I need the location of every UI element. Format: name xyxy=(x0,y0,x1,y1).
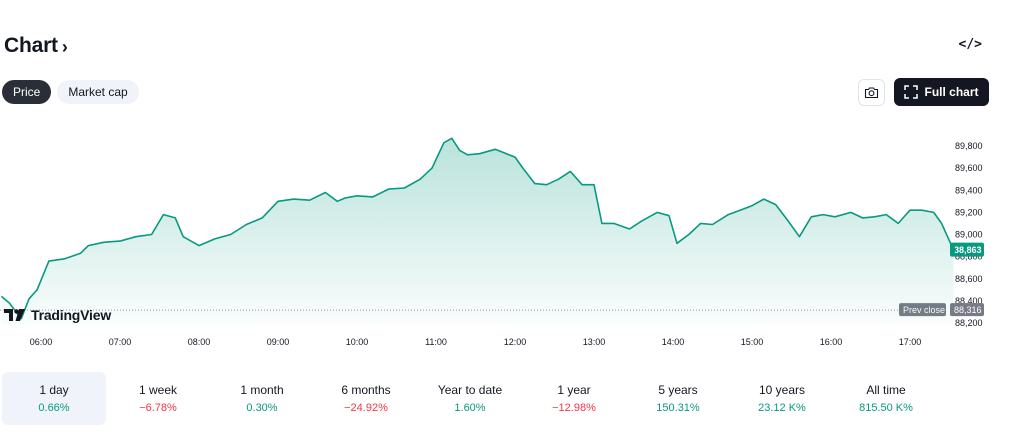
period-change: −24.92% xyxy=(344,402,388,414)
tradingview-logo[interactable]: TradingView xyxy=(4,307,111,323)
period-label: Year to date xyxy=(437,383,503,397)
y-tick-label: 89,000 xyxy=(955,230,983,240)
period-label: 1 day xyxy=(39,383,69,397)
x-tick-label: 11:00 xyxy=(425,337,447,347)
period-label: 6 months xyxy=(341,383,391,397)
period-label: 10 years xyxy=(758,383,806,397)
period-change: 23.12 K% xyxy=(758,402,806,414)
x-tick-label: 15:00 xyxy=(741,337,764,347)
period-label: All time xyxy=(866,383,906,397)
period-change: 150.31% xyxy=(656,402,700,414)
tradingview-logo-icon xyxy=(4,309,25,321)
chart-header[interactable]: Chart › xyxy=(4,34,68,58)
period-change: −6.78% xyxy=(139,402,177,414)
y-tick-label: 88,400 xyxy=(955,296,983,306)
period-label: 1 week xyxy=(138,383,178,397)
price-chart[interactable]: 88,20088,40088,60088,80089,00089,20089,4… xyxy=(0,112,1024,357)
tab-price[interactable]: Price xyxy=(2,80,52,104)
period-change: 0.66% xyxy=(38,402,70,414)
screenshot-button[interactable] xyxy=(858,79,885,106)
last-price-badge xyxy=(950,242,984,257)
prev-close-value-badge xyxy=(950,303,984,317)
period-change: −12.98% xyxy=(552,402,596,414)
x-tick-label: 17:00 xyxy=(899,337,922,347)
y-tick-label: 89,800 xyxy=(955,141,983,151)
camera-icon xyxy=(864,87,879,99)
x-tick-label: 16:00 xyxy=(820,337,843,347)
logo-text: TradingView xyxy=(31,307,112,323)
x-tick-label: 07:00 xyxy=(109,337,132,347)
x-tick-label: 12:00 xyxy=(504,337,527,347)
period-label: 5 years xyxy=(658,383,698,397)
y-tick-label: 89,600 xyxy=(955,163,983,173)
x-tick-label: 13:00 xyxy=(583,337,606,347)
period-label: 1 month xyxy=(240,383,284,397)
price-area-fill xyxy=(1,138,954,325)
y-tick-label: 88,200 xyxy=(955,318,983,328)
x-tick-label: 06:00 xyxy=(30,337,53,347)
plot-area xyxy=(0,137,957,325)
page-title[interactable]: Chart xyxy=(4,34,58,57)
chart-type-tabs: Price Market cap xyxy=(2,80,139,104)
last-price-label: 88,863 xyxy=(954,245,982,255)
period-change: 1.60% xyxy=(454,402,486,414)
period-all-time[interactable]: All time 815.50 K% xyxy=(834,372,938,425)
period-10-years[interactable]: 10 years 23.12 K% xyxy=(730,372,834,425)
price-line xyxy=(0,137,955,320)
period-1-week[interactable]: 1 week −6.78% xyxy=(106,372,210,425)
y-tick-label: 89,400 xyxy=(955,185,983,195)
period-year-to-date[interactable]: Year to date 1.60% xyxy=(418,372,522,425)
full-chart-label: Full chart xyxy=(924,85,979,99)
period-6-months[interactable]: 6 months −24.92% xyxy=(314,372,418,425)
y-tick-label: 88,600 xyxy=(955,274,983,284)
period-change: 815.50 K% xyxy=(859,402,913,414)
fullscreen-icon xyxy=(904,85,919,99)
period-selector: 1 day 0.66% 1 week −6.78% 1 month 0.30% … xyxy=(2,372,1002,425)
period-change: 0.30% xyxy=(246,402,278,414)
y-tick-label: 89,200 xyxy=(955,207,983,217)
tab-market-cap[interactable]: Market cap xyxy=(57,80,139,104)
period-1-year[interactable]: 1 year −12.98% xyxy=(522,372,626,425)
period-1-day[interactable]: 1 day 0.66% xyxy=(2,372,106,425)
x-tick-label: 14:00 xyxy=(662,337,685,347)
x-tick-label: 09:00 xyxy=(267,337,290,347)
x-tick-label: 10:00 xyxy=(346,337,369,347)
period-label: 1 year xyxy=(557,383,591,397)
last-price-dot xyxy=(950,247,957,253)
period-1-month[interactable]: 1 month 0.30% xyxy=(210,372,314,425)
prev-close-value: 88,316 xyxy=(954,305,982,315)
x-tick-label: 08:00 xyxy=(188,337,211,347)
period-5-years[interactable]: 5 years 150.31% xyxy=(626,372,730,425)
full-chart-button[interactable]: Full chart xyxy=(894,78,989,106)
chevron-right-icon[interactable]: › xyxy=(61,36,68,57)
embed-code-button[interactable]: </> xyxy=(958,37,982,52)
x-axis: 06:00 07:00 08:00 09:00 10:00 11:00 12:00 13:00… xyxy=(30,337,922,347)
